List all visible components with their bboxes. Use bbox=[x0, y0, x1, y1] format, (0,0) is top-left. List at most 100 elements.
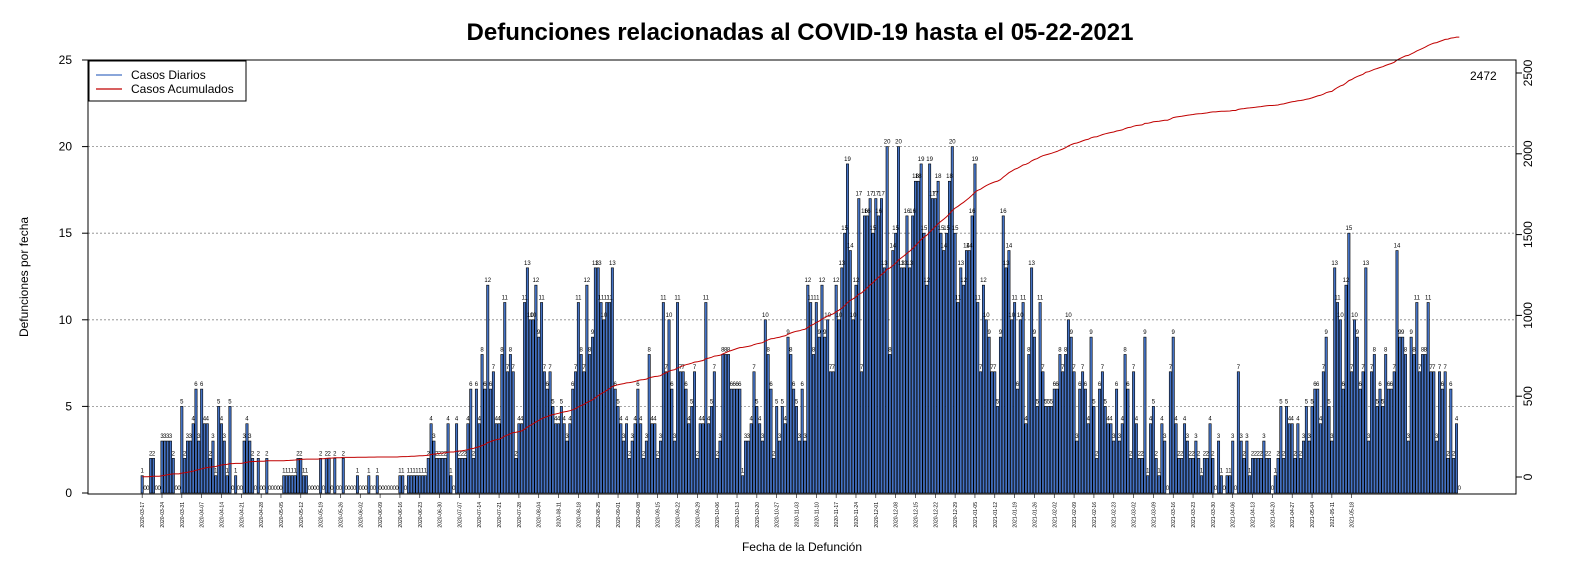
bar bbox=[650, 423, 654, 494]
bar bbox=[642, 458, 645, 494]
bar-label: 3 bbox=[1194, 434, 1198, 440]
x-tick-label: 2020-07-14 bbox=[477, 502, 483, 528]
bar bbox=[1316, 388, 1320, 494]
bar-label: 2 bbox=[1191, 451, 1195, 457]
bar bbox=[333, 458, 337, 494]
bar bbox=[559, 406, 563, 494]
bar-label: 2 bbox=[1211, 451, 1215, 457]
bar bbox=[1225, 475, 1229, 494]
bar bbox=[265, 458, 269, 494]
bar-label: 6 bbox=[1055, 382, 1059, 388]
x-tick-label: 2020-12-08 bbox=[894, 502, 900, 528]
bar-label: 4 bbox=[1121, 417, 1125, 423]
bar bbox=[591, 336, 595, 494]
bar bbox=[608, 302, 612, 494]
bar-label: 1 bbox=[288, 469, 292, 475]
bar bbox=[843, 232, 847, 494]
bar bbox=[1381, 406, 1385, 494]
bar bbox=[463, 458, 467, 494]
bar bbox=[1129, 458, 1133, 494]
bar bbox=[1338, 319, 1342, 494]
bar bbox=[525, 267, 529, 494]
bar-label: 6 bbox=[800, 382, 804, 388]
bar bbox=[1395, 250, 1399, 494]
bar-label: 15 bbox=[870, 226, 877, 232]
bar bbox=[744, 440, 747, 494]
bar bbox=[786, 336, 790, 494]
bar-label: 1 bbox=[291, 469, 295, 475]
bar-label: 2 bbox=[149, 451, 153, 457]
bar bbox=[885, 146, 889, 494]
bar-label: 9 bbox=[817, 330, 821, 336]
bar-label: 4 bbox=[1291, 417, 1295, 423]
bar bbox=[1168, 371, 1172, 494]
bar bbox=[894, 232, 898, 494]
bar-label: 2 bbox=[472, 451, 476, 457]
bar bbox=[421, 475, 425, 494]
x-tick-label: 2020-03-17 bbox=[140, 502, 146, 528]
chart-title: Defunciones relacionadas al COVID-19 has… bbox=[467, 19, 1134, 46]
bar-label: 7 bbox=[582, 365, 586, 371]
bar-label: 4 bbox=[758, 417, 762, 423]
bar bbox=[1115, 388, 1119, 494]
bar-label: 5 bbox=[795, 399, 799, 405]
bar-label: 11 bbox=[955, 295, 962, 301]
bar-label: 5 bbox=[1381, 399, 1385, 405]
bar-label: 2 bbox=[1155, 451, 1159, 457]
bar-label: 1 bbox=[1157, 469, 1161, 475]
bar-label: 2 bbox=[1293, 451, 1297, 457]
bar bbox=[169, 440, 172, 494]
bar-label: 4 bbox=[563, 417, 567, 423]
bar bbox=[817, 336, 821, 494]
bar bbox=[574, 371, 578, 494]
bar bbox=[302, 475, 306, 494]
bar-label: 17 bbox=[929, 192, 936, 198]
bar-label: 13 bbox=[1003, 261, 1010, 267]
x-tick-label: 2021-01-05 bbox=[973, 502, 979, 528]
bar-label: 5 bbox=[1285, 399, 1289, 405]
bar bbox=[1219, 475, 1223, 494]
bar-label: 4 bbox=[1208, 417, 1212, 423]
bar bbox=[205, 423, 209, 494]
bar bbox=[596, 267, 600, 494]
bar-label: 2 bbox=[1259, 451, 1263, 457]
bar bbox=[690, 406, 694, 494]
bar bbox=[418, 475, 422, 494]
bar-label: 15 bbox=[892, 226, 899, 232]
bar-label: 11 bbox=[1020, 295, 1027, 301]
bar-label: 11 bbox=[1037, 295, 1044, 301]
bar bbox=[1259, 458, 1263, 494]
bar bbox=[1052, 388, 1056, 494]
bar-label: 12 bbox=[980, 278, 987, 284]
bar bbox=[1098, 388, 1102, 494]
bar-label: 1 bbox=[1228, 469, 1232, 475]
bar-label: 9 bbox=[1033, 330, 1037, 336]
bar-label: 7 bbox=[693, 365, 697, 371]
bar-label: 10 bbox=[530, 313, 537, 319]
bar-label: 5 bbox=[1376, 399, 1380, 405]
x-tick-label: 2021-03-16 bbox=[1171, 502, 1177, 528]
bar bbox=[183, 458, 187, 494]
bar-label: 2 bbox=[1138, 451, 1142, 457]
bar bbox=[639, 423, 643, 494]
bar bbox=[922, 232, 926, 494]
bar-label: 0 bbox=[350, 486, 354, 492]
bar bbox=[897, 146, 900, 494]
bar-label: 7 bbox=[543, 365, 547, 371]
bar bbox=[1378, 388, 1382, 494]
bar bbox=[687, 423, 691, 494]
bar-label: 2 bbox=[1254, 451, 1258, 457]
bar-label: 7 bbox=[1361, 365, 1365, 371]
bar-label: 3 bbox=[1163, 434, 1167, 440]
bar bbox=[200, 388, 204, 494]
bar bbox=[1095, 458, 1099, 494]
bar-label: 11 bbox=[598, 295, 605, 301]
bar-label: 2 bbox=[1446, 451, 1450, 457]
bar-label: 15 bbox=[1346, 226, 1353, 232]
bar-label: 7 bbox=[679, 365, 683, 371]
bar bbox=[285, 475, 289, 494]
bar-label: 9 bbox=[999, 330, 1003, 336]
bar-label: 9 bbox=[1325, 330, 1329, 336]
bar-label: 9 bbox=[786, 330, 790, 336]
bar bbox=[1429, 371, 1433, 494]
